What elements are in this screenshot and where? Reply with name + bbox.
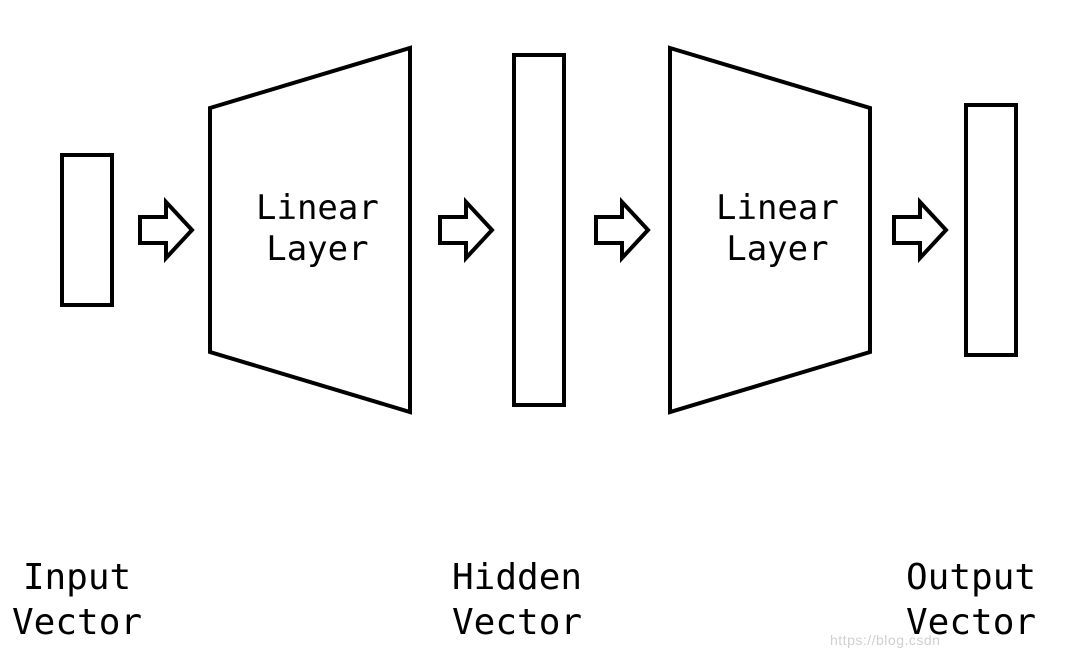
input-vector-caption: Input Vector xyxy=(12,555,142,645)
input-vector xyxy=(60,153,114,307)
vector-cell xyxy=(964,153,1018,207)
vector-cell xyxy=(512,353,566,407)
arrow-icon xyxy=(436,198,496,262)
arrow-icon xyxy=(136,198,196,262)
output-vector xyxy=(964,103,1018,357)
linear-layer-1-label: Linear Layer xyxy=(256,188,379,270)
hidden-vector-caption: Hidden Vector xyxy=(452,555,582,645)
watermark-text: https://blog.csdn xyxy=(830,632,940,648)
nn-diagram: Linear Layer Linear Layer Input Vector H… xyxy=(0,0,1080,660)
vector-cell xyxy=(964,303,1018,357)
vector-cell xyxy=(512,53,566,107)
vector-cell xyxy=(60,153,114,207)
vector-cell xyxy=(964,203,1018,257)
vector-cell xyxy=(512,103,566,157)
vector-cell xyxy=(60,203,114,257)
vector-cell xyxy=(512,303,566,357)
vector-cell xyxy=(512,253,566,307)
vector-cell xyxy=(964,103,1018,157)
arrow-icon xyxy=(592,198,652,262)
vector-cell xyxy=(964,253,1018,307)
hidden-vector xyxy=(512,53,566,407)
arrow-icon xyxy=(890,198,950,262)
vector-cell xyxy=(512,203,566,257)
vector-cell xyxy=(512,153,566,207)
linear-layer-2-label: Linear Layer xyxy=(716,188,839,270)
vector-cell xyxy=(60,253,114,307)
